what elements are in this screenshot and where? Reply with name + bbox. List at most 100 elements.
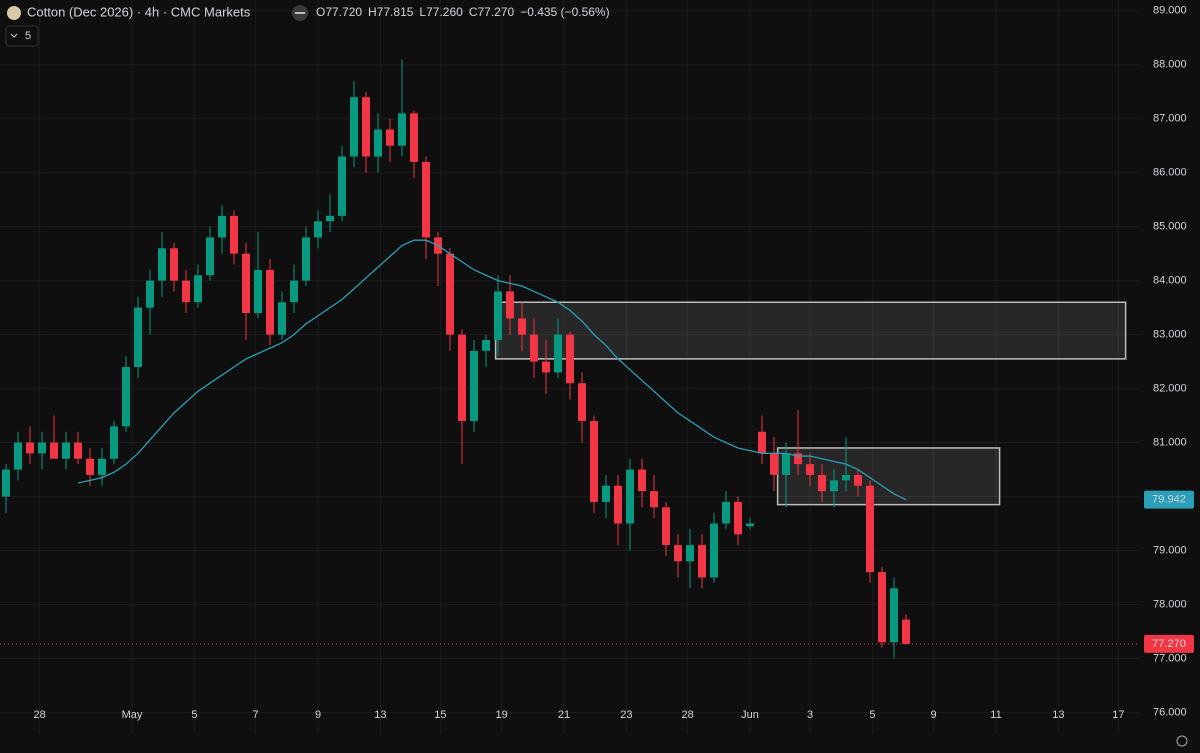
plot — [0, 0, 1140, 734]
candle-body — [206, 237, 214, 276]
symbol-icon — [7, 6, 21, 20]
candle-body — [362, 97, 370, 157]
candle-body — [458, 334, 466, 421]
candle-body — [314, 221, 322, 238]
x-tick-label: May — [122, 709, 143, 721]
x-tick-label: 5 — [869, 709, 875, 721]
x-tick-label: 28 — [681, 709, 693, 721]
candle-body — [674, 545, 682, 562]
y-tick-label: 87.000 — [1153, 113, 1187, 125]
ohlc-value: C77.270 — [469, 5, 515, 19]
candle-body — [98, 458, 106, 475]
candle-body — [122, 367, 130, 427]
candle-body — [746, 523, 754, 527]
candle-body — [734, 501, 742, 535]
candle-body — [386, 129, 394, 146]
candle-body — [506, 291, 514, 319]
x-tick-label: 5 — [191, 709, 197, 721]
candle-body — [866, 485, 874, 573]
indicator-length: 5 — [25, 30, 31, 42]
chevron-icon — [10, 33, 18, 38]
candle-body — [266, 269, 274, 335]
candle-body — [578, 383, 586, 421]
x-tick-label: 15 — [434, 709, 446, 721]
candle-body — [398, 113, 406, 146]
candle-body — [878, 572, 886, 643]
candle-body — [830, 480, 838, 492]
y-tick-label: 77.000 — [1153, 652, 1187, 664]
ohlc-value: L77.260 — [419, 5, 463, 19]
candle-body — [278, 302, 286, 335]
candle-body — [218, 215, 226, 238]
candle-body — [446, 253, 454, 335]
candle-body — [374, 129, 382, 157]
candle-body — [290, 280, 298, 303]
y-tick-label: 83.000 — [1153, 329, 1187, 341]
y-tick-label: 76.000 — [1153, 706, 1187, 718]
candle-body — [854, 474, 862, 486]
candle-body — [902, 619, 910, 644]
candle-body — [242, 253, 250, 314]
candle-body — [2, 469, 10, 497]
candle-body — [38, 442, 46, 454]
last-price-tag-box — [1144, 634, 1194, 653]
candle-body — [518, 318, 526, 335]
candle-body — [134, 307, 142, 367]
candle-body — [626, 469, 634, 524]
candle-body — [530, 334, 538, 362]
x-tick-label: 7 — [253, 709, 259, 721]
ma-price-tag-box — [1144, 490, 1194, 509]
candle-body — [482, 340, 490, 351]
indicator-toggle[interactable] — [5, 25, 39, 47]
candle-body — [686, 545, 694, 562]
candle-body — [794, 453, 802, 465]
candle-body — [170, 248, 178, 281]
candle-body — [662, 507, 670, 546]
y-tick-label: 78.000 — [1153, 598, 1187, 610]
candle-body — [650, 491, 658, 508]
candle-body — [86, 458, 94, 475]
candle-body — [302, 237, 310, 281]
candle-body — [350, 97, 358, 157]
y-tick-label: 89.000 — [1153, 5, 1187, 17]
candle-body — [806, 464, 814, 475]
candle-body — [158, 248, 166, 281]
x-tick-label: 23 — [620, 709, 632, 721]
x-tick-label: 13 — [374, 709, 386, 721]
ohlc-legend: O77.720 H77.815 L77.260 C77.270 −0.435 (−0.5… — [316, 5, 610, 19]
y-tick-label: 85.000 — [1153, 221, 1187, 233]
x-tick-label: Jun — [741, 709, 759, 721]
y-tick-label: 79.000 — [1153, 544, 1187, 556]
candle-body — [842, 474, 850, 481]
x-tick-label: 9 — [931, 709, 937, 721]
x-tick-label: 13 — [1052, 709, 1064, 721]
x-tick-label: 19 — [495, 709, 507, 721]
candle-body — [602, 485, 610, 502]
candle-body — [62, 442, 70, 459]
x-tick-label: 21 — [558, 709, 570, 721]
candle-body — [566, 334, 574, 384]
candle-body — [698, 545, 706, 578]
candle-body — [890, 588, 898, 643]
toggle-icon-bar — [295, 12, 305, 14]
candle-body — [182, 280, 190, 303]
candle-body — [326, 215, 334, 222]
candle-body — [818, 474, 826, 492]
x-tick-label: 28 — [33, 709, 45, 721]
settings-icon[interactable] — [1176, 735, 1188, 747]
y-tick-label: 82.000 — [1153, 382, 1187, 394]
zone — [494, 301, 1127, 360]
candle-body — [638, 469, 646, 492]
candle-body — [254, 269, 262, 314]
candle-body — [554, 334, 562, 373]
x-tick-label: 17 — [1112, 709, 1124, 721]
candle-body — [470, 350, 478, 421]
y-tick-label: 84.000 — [1153, 275, 1187, 287]
ohlc-value: H77.815 — [368, 5, 414, 19]
candle-body — [422, 161, 430, 238]
candle-body — [26, 442, 34, 454]
candle-body — [494, 291, 502, 341]
candle-body — [14, 442, 22, 470]
